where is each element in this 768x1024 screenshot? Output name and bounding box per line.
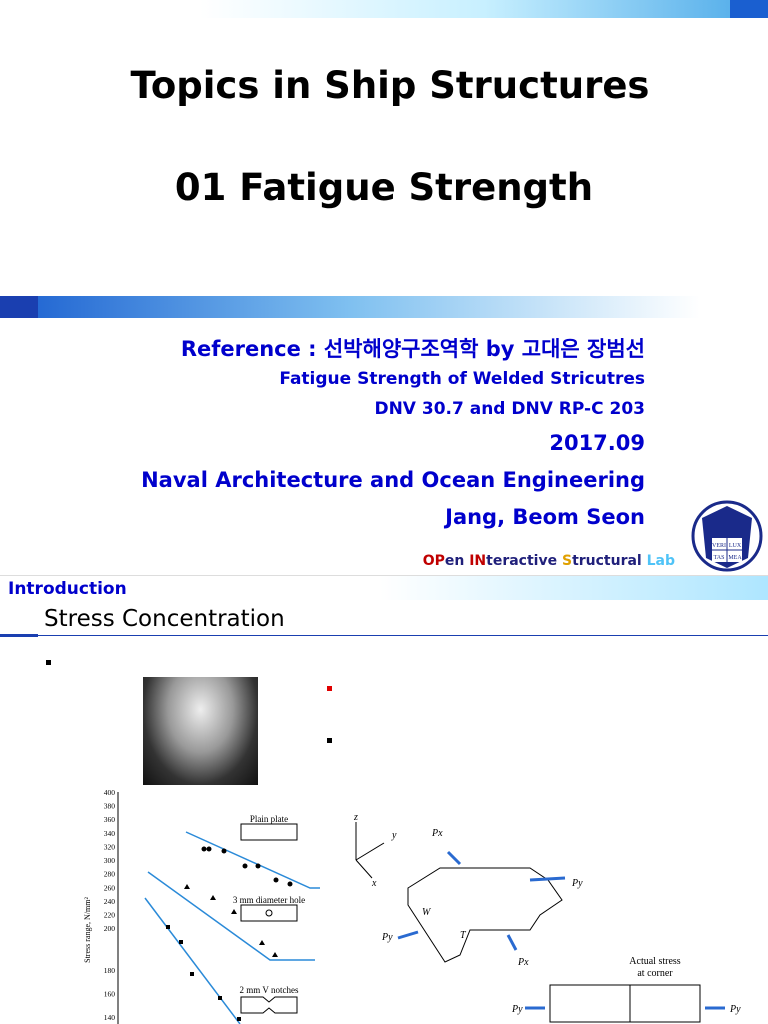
- logo-text: MEA: [728, 555, 742, 561]
- diagram-label: x: [371, 878, 377, 889]
- tick-label: 200: [104, 924, 116, 933]
- photo: [143, 677, 258, 785]
- bullet: [327, 738, 332, 743]
- tick-label: 280: [104, 870, 116, 879]
- divider-block: [0, 296, 38, 318]
- tick-label: 380: [104, 802, 116, 811]
- tick-label: 300: [104, 856, 116, 865]
- lab-part: tructural: [572, 553, 647, 569]
- diagram-label: z: [353, 812, 358, 823]
- title: Topics in Ship Structures: [130, 64, 650, 107]
- axis-label: Stress range, N/mm²: [83, 897, 92, 963]
- tick-label: 400: [104, 788, 116, 797]
- tick-label: 340: [104, 829, 116, 838]
- tick-label: 140: [104, 1013, 116, 1022]
- heading-rule: [0, 634, 38, 637]
- lab-part: IN: [469, 553, 487, 569]
- date: 2017.09: [549, 431, 645, 455]
- curve-label: Plain plate: [250, 814, 288, 824]
- curve-label: 3 mm diameter hole: [233, 895, 305, 905]
- diagram-label: T: [460, 930, 467, 941]
- subtitle: 01 Fatigue Strength: [174, 166, 594, 209]
- lab-name: OPen INteractive Structural Lab: [423, 553, 675, 569]
- heading-rule: [38, 635, 768, 636]
- heading: Stress Concentration: [44, 606, 285, 632]
- lab-part: teractive: [486, 553, 562, 569]
- section-bar: [380, 576, 768, 600]
- lab-part: OP: [422, 553, 445, 569]
- top-bar-corner: [730, 0, 768, 18]
- figure: 400 380 360 340 320 300 280 260 240 220 200 180 160 1…: [83, 788, 741, 1024]
- lab-part: Lab: [646, 553, 675, 569]
- diagram-label: Px: [517, 957, 529, 968]
- lab-part: en: [444, 553, 470, 569]
- bullet: [46, 660, 51, 665]
- department: Naval Architecture and Ocean Engineering: [141, 468, 645, 492]
- tick-label: 360: [104, 815, 116, 824]
- diagram-label: Py: [381, 932, 393, 943]
- diagram-label: Py: [729, 1004, 741, 1015]
- logo-text: TAS: [714, 555, 725, 561]
- logo: VERI LUX TAS MEA: [691, 500, 763, 572]
- logo-text: LUX: [729, 543, 742, 549]
- diagram-label: y: [391, 830, 397, 841]
- author: Jang, Beom Seon: [445, 505, 645, 529]
- slide-separator: [0, 575, 768, 576]
- lab-part: S: [561, 553, 573, 569]
- diagram-label: Px: [431, 828, 443, 839]
- tick-label: 180: [104, 966, 116, 975]
- tick-label: 240: [104, 897, 116, 906]
- logo-text: VERI: [712, 543, 726, 549]
- top-bar: [200, 0, 768, 18]
- diagram-label: W: [422, 907, 432, 918]
- divider: [0, 296, 700, 318]
- curve-label: 2 mm V notches: [240, 985, 299, 995]
- reference: Reference : 선박해양구조역학 by 고대은 장범선: [180, 337, 645, 361]
- section: Introduction: [8, 579, 127, 599]
- tick-label: 260: [104, 883, 116, 892]
- stress-note: at corner: [637, 968, 673, 979]
- tick-label: 160: [104, 990, 116, 999]
- stress-note: Actual stress: [629, 956, 680, 967]
- ref-line: Fatigue Strength of Welded Stricutres: [279, 369, 645, 389]
- ref-line: DNV 30.7 and DNV RP-C 203: [374, 399, 645, 419]
- tick-label: 320: [104, 842, 116, 851]
- diagram-label: Py: [511, 1004, 523, 1015]
- bullet: [327, 686, 332, 691]
- diagram-label: Py: [571, 878, 583, 889]
- tick-label: 220: [104, 910, 116, 919]
